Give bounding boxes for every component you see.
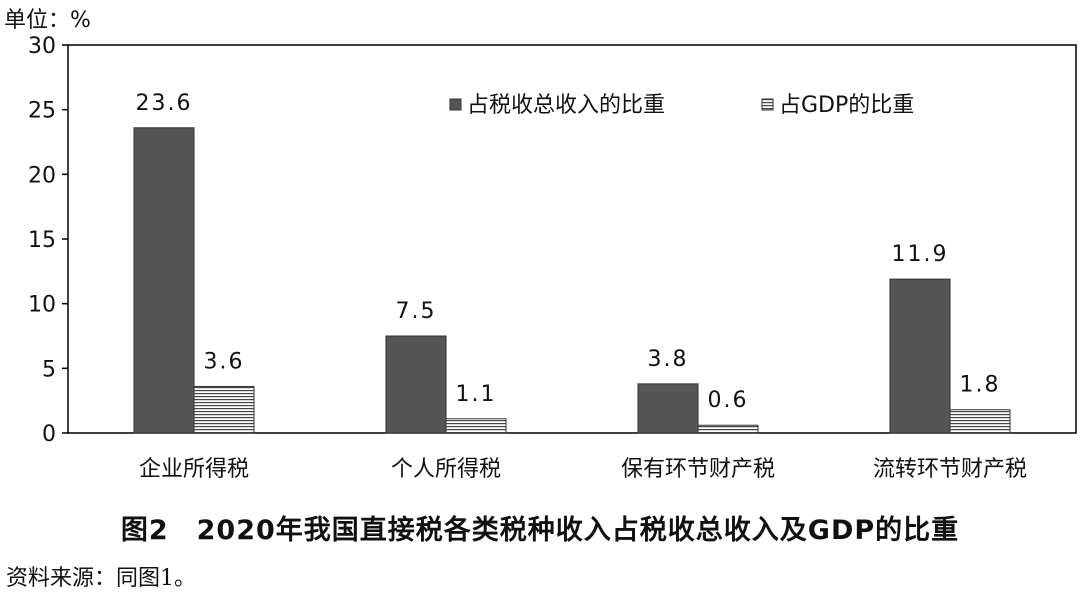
bar <box>133 127 195 434</box>
x-tick-label: 流转环节财产税 <box>873 457 1027 482</box>
data-label: 23.6 <box>136 91 193 116</box>
legend-label: 占GDP的比重 <box>779 93 914 118</box>
figure-caption: 图2 2020年我国直接税各类税种收入占税收总收入及GDP的比重 <box>120 515 960 546</box>
y-tick-label: 5 <box>42 357 56 382</box>
data-labels: 23.6 3.6 7.5 1.1 3.8 0.6 11.9 1.8 <box>136 91 1001 413</box>
bar <box>637 383 699 434</box>
y-tick-label: 30 <box>28 34 56 59</box>
data-label: 7.5 <box>396 299 437 324</box>
x-tick-label: 企业所得税 <box>139 457 249 482</box>
legend-swatch <box>761 98 774 111</box>
data-label: 11.9 <box>892 242 949 267</box>
y-tick-label: 15 <box>28 228 56 253</box>
legend: 占税收总收入的比重 占GDP的比重 <box>449 93 914 118</box>
data-label: 3.6 <box>204 349 245 374</box>
bar <box>697 424 759 434</box>
bar <box>385 335 447 434</box>
bar <box>193 385 255 434</box>
data-label: 1.8 <box>960 373 1001 398</box>
x-tick-label: 保有环节财产税 <box>621 457 775 482</box>
unit-label: 单位：% <box>4 8 91 33</box>
legend-label: 占税收总收入的比重 <box>467 93 665 118</box>
data-label: 0.6 <box>708 388 749 413</box>
data-label: 1.1 <box>456 382 497 407</box>
source-note: 资料来源：同图1。 <box>6 566 196 591</box>
bar <box>445 418 507 434</box>
bar-chart: 0 5 10 15 20 25 30 企业所得税 个人所得税 保有环节财产税 流转环节财产税 23.… <box>28 34 1077 482</box>
data-label: 3.8 <box>648 347 689 372</box>
y-tick-label: 10 <box>28 293 56 318</box>
bar <box>949 409 1011 434</box>
legend-swatch <box>449 98 462 111</box>
y-tick-label: 20 <box>28 163 56 188</box>
bar <box>889 278 951 434</box>
bars <box>133 127 1011 434</box>
axes: 0 5 10 15 20 25 30 企业所得税 个人所得税 保有环节财产税 流转环节财产税 <box>28 34 1077 482</box>
x-tick-label: 个人所得税 <box>391 457 501 482</box>
y-tick-label: 0 <box>42 422 56 447</box>
y-tick-label: 25 <box>28 99 56 124</box>
